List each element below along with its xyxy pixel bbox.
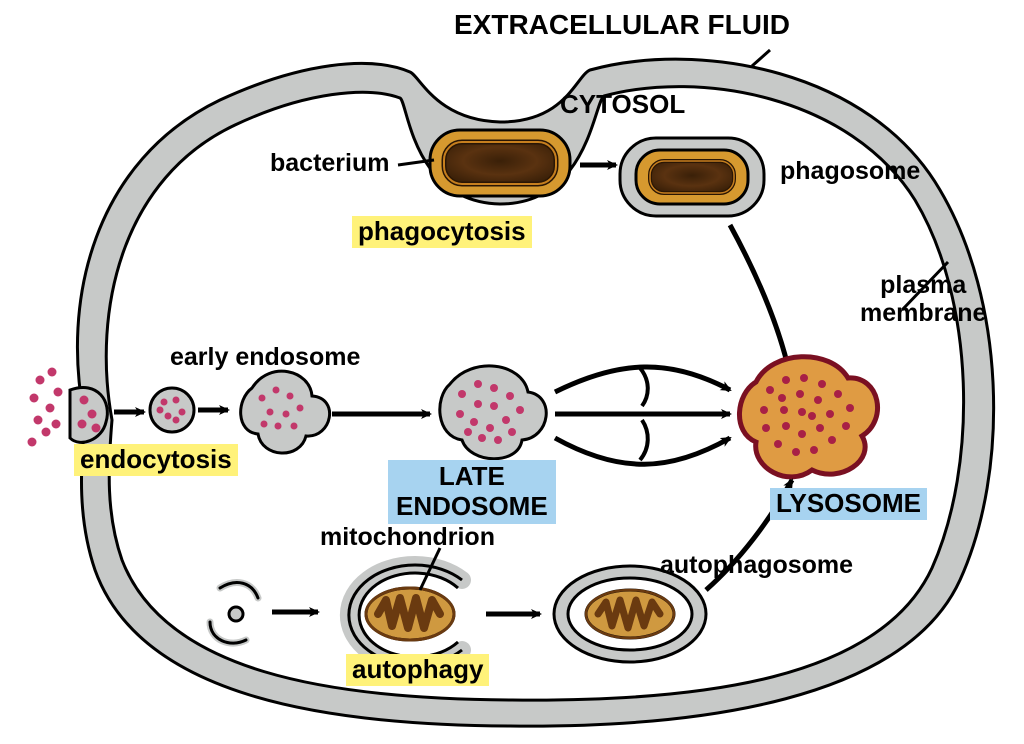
label-early-endosome: early endosome (170, 344, 360, 372)
label-plasma-membrane: plasma membrane (860, 272, 986, 327)
hl-autophagy: autophagy (346, 654, 489, 686)
label-extracellular: EXTRACELLULAR FLUID (454, 10, 790, 41)
hl-endocytosis: endocytosis (74, 444, 238, 476)
bacterium-engulfed (430, 130, 570, 196)
cell-diagram (0, 0, 1024, 744)
hl-late-endosome: LATE ENDOSOME (388, 460, 556, 524)
label-phagosome: phagosome (780, 158, 920, 186)
label-bacterium: bacterium (270, 150, 389, 178)
endocytic-vesicle (150, 388, 194, 432)
label-cytosol: CYTOSOL (560, 90, 685, 119)
label-mitochondrion: mitochondrion (320, 524, 495, 552)
hl-lysosome: LYSOSOME (770, 488, 927, 520)
label-autophagosome: autophagosome (660, 552, 853, 580)
autophagosome (554, 566, 706, 662)
leader-extracellular (752, 50, 770, 66)
phagosome (620, 138, 764, 216)
hl-phagocytosis: phagocytosis (352, 216, 532, 248)
